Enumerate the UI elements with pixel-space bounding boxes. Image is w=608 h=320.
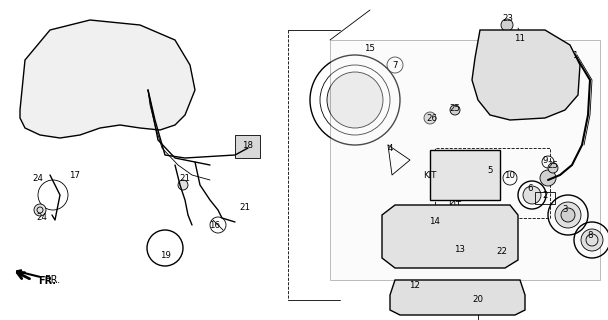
Circle shape [450, 105, 460, 115]
Text: 15: 15 [365, 44, 376, 52]
Polygon shape [430, 150, 500, 200]
Text: 24: 24 [36, 213, 47, 222]
Text: FR.: FR. [17, 270, 60, 285]
Text: 3: 3 [562, 205, 568, 214]
Circle shape [555, 202, 581, 228]
Text: KIT: KIT [449, 202, 461, 211]
Circle shape [83, 65, 93, 75]
Text: 20: 20 [472, 295, 483, 305]
Bar [535, 192, 555, 204]
Text: 18: 18 [243, 140, 254, 149]
Circle shape [561, 208, 575, 222]
Circle shape [501, 19, 513, 31]
Circle shape [107, 65, 117, 75]
Text: 16: 16 [210, 220, 221, 229]
Circle shape [581, 229, 603, 251]
Text: 22: 22 [497, 247, 508, 257]
Circle shape [429, 219, 465, 255]
Text: 11: 11 [514, 34, 525, 43]
Text: 9: 9 [542, 156, 548, 164]
Circle shape [34, 204, 46, 216]
Text: 2: 2 [542, 190, 548, 199]
Polygon shape [330, 40, 600, 280]
Circle shape [523, 186, 541, 204]
Circle shape [419, 209, 475, 265]
Polygon shape [390, 280, 525, 315]
Text: 25: 25 [449, 103, 460, 113]
Circle shape [540, 170, 556, 186]
Polygon shape [472, 30, 580, 120]
Text: 7: 7 [392, 60, 398, 69]
Text: KIT: KIT [423, 171, 437, 180]
Circle shape [451, 161, 479, 189]
Circle shape [497, 249, 509, 261]
Circle shape [327, 72, 383, 128]
Circle shape [473, 303, 483, 313]
Circle shape [144, 78, 152, 86]
Text: 12: 12 [410, 281, 421, 290]
Text: 21: 21 [179, 173, 190, 182]
Circle shape [424, 112, 436, 124]
Text: 1: 1 [572, 51, 578, 60]
Text: 4: 4 [387, 143, 393, 153]
Circle shape [500, 55, 540, 95]
Text: 8: 8 [587, 230, 593, 239]
Circle shape [548, 163, 558, 173]
Text: 25: 25 [547, 161, 559, 170]
Polygon shape [235, 135, 260, 158]
Circle shape [439, 229, 455, 245]
Circle shape [78, 53, 122, 97]
Text: 17: 17 [69, 171, 80, 180]
Circle shape [72, 47, 128, 103]
Circle shape [508, 63, 532, 87]
Text: 13: 13 [455, 245, 466, 254]
Circle shape [458, 168, 472, 182]
Text: 21: 21 [240, 204, 250, 212]
Text: 23: 23 [502, 13, 514, 22]
Circle shape [443, 153, 487, 197]
Text: 24: 24 [32, 173, 44, 182]
Text: 6: 6 [527, 183, 533, 193]
Bar [435, 148, 550, 218]
Text: FR.: FR. [38, 276, 56, 286]
Text: 5: 5 [487, 165, 492, 174]
Text: 14: 14 [429, 218, 441, 227]
Polygon shape [382, 205, 518, 268]
Text: 10: 10 [505, 171, 516, 180]
Circle shape [178, 180, 188, 190]
Text: 19: 19 [159, 251, 170, 260]
Text: 26: 26 [426, 114, 438, 123]
Polygon shape [20, 20, 195, 138]
